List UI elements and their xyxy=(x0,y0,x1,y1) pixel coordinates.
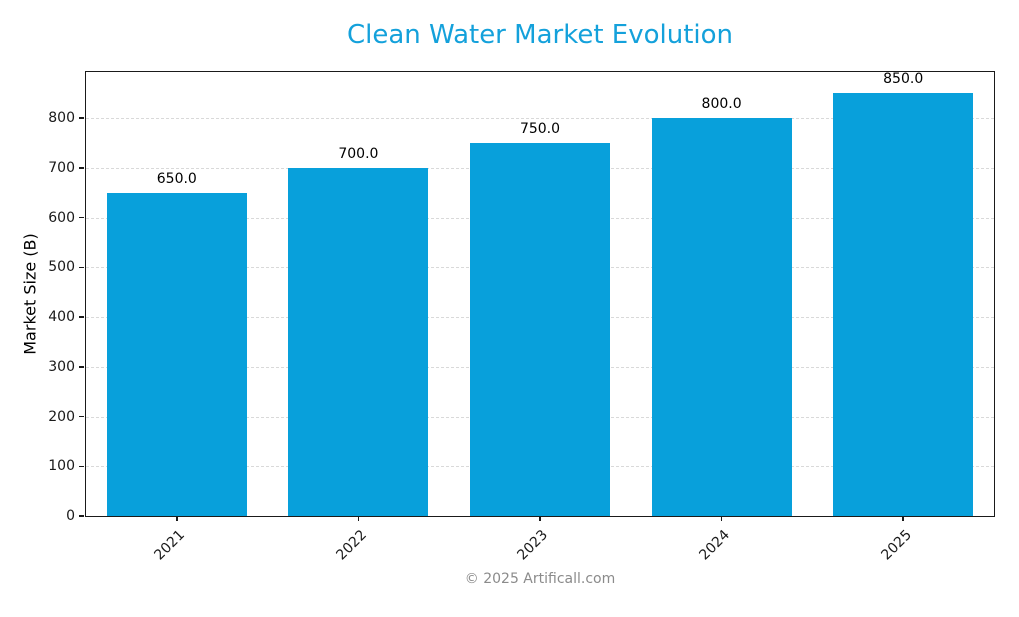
bar xyxy=(106,192,247,516)
x-tick-label: 2021 xyxy=(151,527,189,564)
bar-value-label: 850.0 xyxy=(883,71,924,88)
x-tick-label: 2023 xyxy=(514,527,552,564)
bar-value-label: 700.0 xyxy=(338,145,379,162)
y-tick-label: 600 xyxy=(48,209,75,226)
y-tick-mark xyxy=(78,316,84,318)
y-tick-mark xyxy=(78,515,84,517)
y-tick-mark xyxy=(78,415,84,418)
bar xyxy=(833,93,974,516)
bar xyxy=(651,118,792,516)
x-tick-mark xyxy=(902,516,904,521)
x-tick-label: 2025 xyxy=(878,527,915,564)
x-tick-mark xyxy=(539,516,541,521)
y-tick-label: 0 xyxy=(66,508,75,524)
chart-title: Clean Water Market Evolution xyxy=(346,20,734,50)
x-tick-label: 2022 xyxy=(333,527,370,564)
bar-value-label: 800.0 xyxy=(701,96,742,113)
y-tick-label: 300 xyxy=(48,358,75,375)
bar-value-label: 650.0 xyxy=(156,170,197,187)
y-tick-label: 100 xyxy=(48,458,75,475)
y-axis-label: Market Size (B) xyxy=(20,233,40,355)
y-tick-mark xyxy=(78,167,84,169)
y-tick-mark xyxy=(78,216,84,219)
y-tick-label: 700 xyxy=(48,159,75,176)
y-tick-label: 200 xyxy=(48,408,75,425)
y-tick-label: 400 xyxy=(48,309,75,325)
x-tick-mark xyxy=(176,516,178,521)
y-tick-label: 500 xyxy=(48,259,75,276)
footer-credit: © 2025 Artificall.com xyxy=(464,571,616,587)
y-tick-label: 800 xyxy=(48,110,75,127)
y-tick-mark xyxy=(78,117,84,119)
gridline xyxy=(86,118,994,120)
y-tick-mark xyxy=(78,366,84,368)
bar xyxy=(288,167,429,516)
plot-area: 650.0 700.0 750.0 800.0 850.0 0 100 200 300 400 5… xyxy=(48,71,995,564)
y-tick-mark xyxy=(78,465,84,467)
bar-value-label: 750.0 xyxy=(519,120,561,137)
x-tick-mark xyxy=(357,516,360,521)
bar xyxy=(470,142,610,516)
x-tick-label: 2024 xyxy=(696,527,733,564)
x-tick-mark xyxy=(720,516,723,521)
y-tick-mark xyxy=(78,266,84,268)
